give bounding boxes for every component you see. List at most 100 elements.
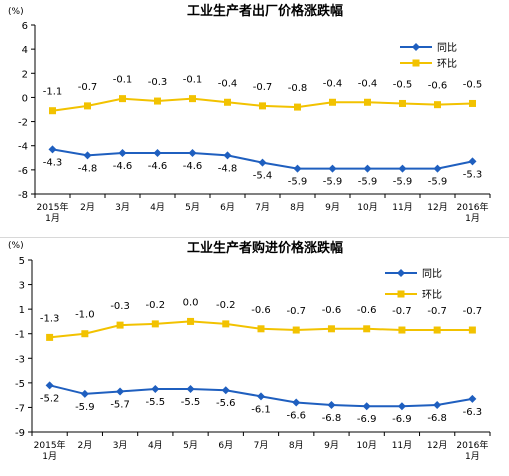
data-point-yoy	[116, 387, 125, 396]
x-tick-label: 9月	[325, 202, 340, 213]
data-point-yoy	[293, 164, 302, 173]
y-tick-label: 3	[19, 281, 25, 292]
x-tick-label: 2015年 1月	[37, 201, 69, 224]
y-tick-label: -3	[15, 354, 25, 365]
data-label: -0.8	[288, 83, 308, 94]
data-label: -0.3	[148, 77, 168, 88]
data-point-yoy	[83, 151, 92, 160]
data-label: -1.3	[40, 313, 60, 324]
data-label: -0.7	[392, 306, 412, 317]
y-axis-unit-label: (%)	[8, 7, 24, 17]
data-label: -0.7	[253, 82, 273, 93]
legend-label: 同比	[437, 42, 457, 54]
data-label: -4.3	[43, 157, 63, 168]
data-point-yoy	[362, 402, 371, 411]
y-tick-label: 1	[19, 305, 25, 316]
data-label: -0.1	[113, 75, 133, 86]
data-label: -6.6	[286, 411, 306, 422]
legend-label: 同比	[422, 268, 442, 280]
data-label: -0.2	[216, 300, 236, 311]
x-tick-label-part: 2015年	[34, 439, 66, 451]
x-tick-label-part: 2016年	[456, 439, 488, 451]
x-tick-label: 5月	[185, 202, 200, 213]
x-tick-label: 7月	[254, 440, 269, 451]
data-point-yoy	[398, 164, 407, 173]
y-axis-unit-label: (%)	[8, 241, 24, 251]
x-tick-label: 8月	[289, 440, 304, 451]
data-point-yoy	[151, 385, 160, 393]
data-point-yoy	[153, 148, 162, 157]
x-tick-label: 7月	[255, 202, 270, 213]
y-tick-label: -6	[18, 166, 28, 177]
y-tick-label: -9	[15, 428, 25, 439]
x-tick-label-part: 1月	[465, 451, 480, 462]
x-tick-label: 3月	[113, 440, 128, 451]
x-tick-label-part: 1月	[45, 213, 60, 224]
x-tick-label: 10月	[356, 440, 376, 451]
data-point-mom	[222, 320, 230, 328]
data-label: -0.4	[218, 78, 238, 89]
data-label: -6.1	[251, 404, 271, 415]
data-point-mom	[81, 330, 89, 338]
data-label: -0.2	[146, 300, 166, 311]
x-tick-label: 5月	[183, 440, 198, 451]
chart-title: 工业生产者购进价格涨跌幅	[187, 240, 343, 256]
data-point-yoy	[118, 148, 127, 157]
data-label: -0.7	[427, 306, 447, 317]
data-point-yoy	[363, 164, 372, 173]
x-tick-label: 12月	[427, 202, 447, 213]
data-point-mom	[468, 326, 476, 334]
data-point-mom	[329, 98, 336, 106]
y-tick-label: 5	[19, 256, 25, 267]
x-tick-label: 2月	[77, 440, 92, 451]
x-tick-label-part: 1月	[465, 213, 480, 224]
data-label: -6.8	[427, 413, 447, 424]
data-point-yoy	[468, 157, 477, 166]
x-tick-label: 4月	[150, 202, 165, 213]
data-label: -6.9	[357, 414, 377, 425]
x-tick-label: 10月	[357, 202, 377, 213]
data-point-yoy	[258, 158, 267, 167]
data-label: -5.9	[323, 177, 343, 188]
data-point-yoy	[45, 381, 54, 390]
y-tick-label: -7	[15, 403, 25, 414]
data-point-yoy	[327, 400, 336, 409]
legend-label: 环比	[437, 58, 457, 70]
data-point-mom	[189, 95, 196, 103]
x-tick-label: 12月	[427, 440, 447, 451]
data-label: -1.0	[75, 310, 95, 321]
data-label: -4.8	[218, 163, 238, 174]
data-point-yoy	[223, 151, 232, 160]
legend-marker-mom	[397, 290, 405, 298]
data-label: -6.3	[463, 407, 483, 418]
data-point-yoy	[468, 394, 477, 403]
data-label: -0.4	[358, 78, 378, 89]
y-tick-label: 2	[22, 69, 28, 80]
data-label: -0.3	[110, 301, 130, 312]
data-label: -0.6	[428, 81, 448, 92]
data-label: -0.4	[323, 78, 343, 89]
x-tick-label: 2015年 1月	[34, 439, 66, 462]
data-point-mom	[151, 320, 159, 328]
legend-marker-mom	[412, 59, 420, 67]
data-label: -0.6	[251, 305, 271, 316]
x-tick-label: 6月	[218, 440, 233, 451]
data-point-mom	[154, 97, 161, 105]
data-point-yoy	[221, 386, 230, 395]
data-point-mom	[398, 326, 406, 334]
data-label: -0.7	[463, 306, 483, 317]
y-tick-label: 6	[22, 21, 28, 32]
data-label: -4.8	[78, 163, 98, 174]
data-label: -5.9	[428, 177, 448, 188]
data-point-yoy	[397, 402, 406, 411]
data-point-mom	[294, 103, 301, 111]
data-label: -5.9	[75, 402, 95, 413]
data-point-mom	[46, 333, 54, 341]
data-point-mom	[257, 325, 265, 333]
data-point-mom	[224, 98, 231, 106]
data-label: -5.9	[393, 177, 413, 188]
chart-panel-purchase-price: 工业生产者购进价格涨跌幅 (%) 5 3 1 -1 -3 -5 -7 -9 2015年 1月 2月 3月 4…	[0, 237, 509, 476]
data-label: -5.6	[216, 398, 236, 409]
y-tick-label: 0	[22, 93, 28, 104]
